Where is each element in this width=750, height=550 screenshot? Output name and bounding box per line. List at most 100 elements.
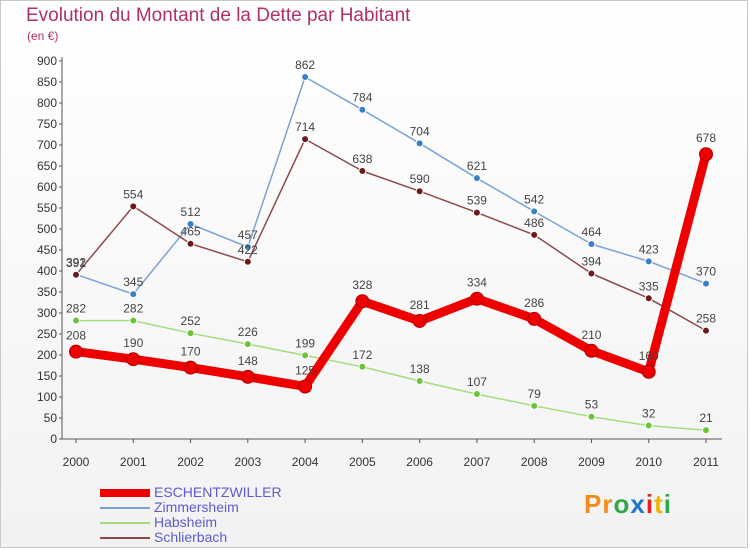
data-label-habsheim: 53: [585, 398, 599, 412]
data-point-schlierbach: [301, 135, 310, 144]
data-point-schlierbach: [415, 187, 424, 196]
data-point-schlierbach: [186, 239, 195, 248]
data-label-zimmersheim: 542: [524, 192, 544, 206]
data-label-habsheim: 282: [66, 302, 86, 316]
x-tick-label: 2011: [693, 455, 719, 469]
data-point-habsheim: [644, 421, 653, 430]
data-point-eschentzwiller: [355, 294, 370, 309]
data-point-eschentzwiller: [412, 313, 427, 328]
legend-label-schlierbach: Schlierbach: [154, 529, 228, 545]
data-label-schlierbach: 590: [410, 172, 430, 186]
chart-title: Evolution du Montant de la Dette par Hab…: [26, 5, 411, 26]
data-label-zimmersheim: 862: [295, 58, 315, 72]
data-point-eschentzwiller: [469, 291, 484, 306]
data-point-zimmersheim: [587, 240, 596, 249]
data-label-eschentzwiller: 281: [410, 298, 430, 312]
data-point-habsheim: [530, 401, 539, 410]
data-label-habsheim: 199: [295, 336, 315, 350]
data-point-schlierbach: [72, 270, 80, 279]
data-point-zimmersheim: [243, 243, 252, 252]
data-point-schlierbach: [472, 208, 481, 217]
data-label-eschentzwiller: 210: [581, 328, 601, 342]
legend-item-schlierbach: Schlierbach: [100, 530, 400, 545]
y-tick-label: 450: [37, 243, 57, 257]
data-label-habsheim: 32: [642, 407, 656, 421]
logo-letter: r: [602, 489, 614, 519]
logo-letter: t: [654, 489, 664, 519]
data-point-habsheim: [358, 362, 367, 371]
series-line-zimmersheim: [75, 76, 707, 295]
data-label-schlierbach: 554: [123, 187, 143, 201]
data-label-eschentzwiller: 160: [639, 349, 659, 363]
legend-item-habsheim: Habsheim: [100, 515, 400, 530]
data-label-zimmersheim: 457: [238, 228, 258, 242]
data-point-schlierbach: [358, 167, 367, 176]
y-tick-label: 850: [37, 75, 57, 89]
y-tick-label: 500: [37, 222, 57, 236]
data-label-schlierbach: 539: [467, 194, 487, 208]
proxiti-logo: Proxiti: [584, 489, 672, 520]
logo-letter: i: [663, 489, 672, 519]
data-label-zimmersheim: 345: [123, 275, 143, 289]
data-label-zimmersheim: 621: [467, 159, 487, 173]
y-tick-label: 250: [37, 327, 57, 341]
data-label-habsheim: 282: [123, 302, 143, 316]
legend-item-zimmersheim: Zimmersheim: [100, 500, 400, 515]
data-point-habsheim: [186, 329, 195, 338]
data-label-zimmersheim: 370: [696, 265, 716, 279]
x-tick-label: 2006: [406, 455, 433, 469]
logo-letter: i: [645, 489, 655, 519]
data-label-schlierbach: 486: [524, 216, 544, 230]
y-tick-label: 50: [44, 411, 58, 425]
data-label-eschentzwiller: 328: [352, 278, 372, 292]
legend-label-zimmersheim: Zimmersheim: [154, 499, 239, 515]
data-label-schlierbach: 714: [295, 120, 315, 134]
y-tick-label: 650: [37, 159, 57, 173]
data-label-habsheim: 79: [528, 387, 542, 401]
y-tick-label: 100: [37, 390, 57, 404]
x-tick-label: 2009: [578, 455, 605, 469]
data-point-habsheim: [472, 390, 481, 399]
data-label-schlierbach: 258: [696, 312, 716, 326]
data-point-schlierbach: [530, 230, 539, 239]
legend-swatch-schlierbach: [100, 537, 150, 539]
data-label-eschentzwiller: 286: [524, 296, 544, 310]
data-label-schlierbach: 465: [181, 225, 201, 239]
data-point-schlierbach: [702, 326, 710, 335]
y-tick-label: 0: [50, 432, 57, 446]
data-label-habsheim: 138: [410, 362, 430, 376]
data-label-zimmersheim: 423: [639, 242, 659, 256]
data-point-eschentzwiller: [240, 369, 255, 384]
data-point-zimmersheim: [644, 257, 653, 266]
data-label-eschentzwiller: 170: [181, 345, 201, 359]
x-tick-label: 2000: [63, 455, 90, 469]
data-label-habsheim: 226: [238, 325, 258, 339]
data-label-zimmersheim: 392: [66, 255, 86, 269]
data-label-schlierbach: 638: [352, 152, 372, 166]
data-label-schlierbach: 335: [639, 279, 659, 293]
chart-subtitle: (en €): [27, 29, 59, 43]
legend-swatch-habsheim: [100, 522, 150, 524]
x-tick-label: 2002: [177, 455, 204, 469]
series-line-eschentzwiller: [71, 149, 711, 391]
data-label-eschentzwiller: 678: [696, 131, 716, 145]
y-tick-label: 900: [37, 54, 57, 68]
data-point-habsheim: [587, 412, 596, 421]
data-point-zimmersheim: [702, 279, 710, 288]
data-label-habsheim: 252: [181, 314, 201, 328]
x-tick-label: 2007: [464, 455, 491, 469]
data-point-zimmersheim: [129, 290, 138, 299]
y-tick-label: 200: [37, 348, 57, 362]
data-point-eschentzwiller: [584, 343, 599, 358]
data-label-zimmersheim: 704: [410, 124, 430, 138]
logo-letter: o: [613, 489, 631, 519]
y-tick-label: 800: [37, 96, 57, 110]
y-tick-label: 400: [37, 264, 57, 278]
data-point-eschentzwiller: [641, 364, 656, 379]
legend-item-eschentzwiller: ESCHENTZWILLER: [100, 485, 400, 500]
data-point-schlierbach: [587, 269, 596, 278]
x-tick-label: 2003: [234, 455, 261, 469]
logo-letter: P: [584, 489, 603, 519]
